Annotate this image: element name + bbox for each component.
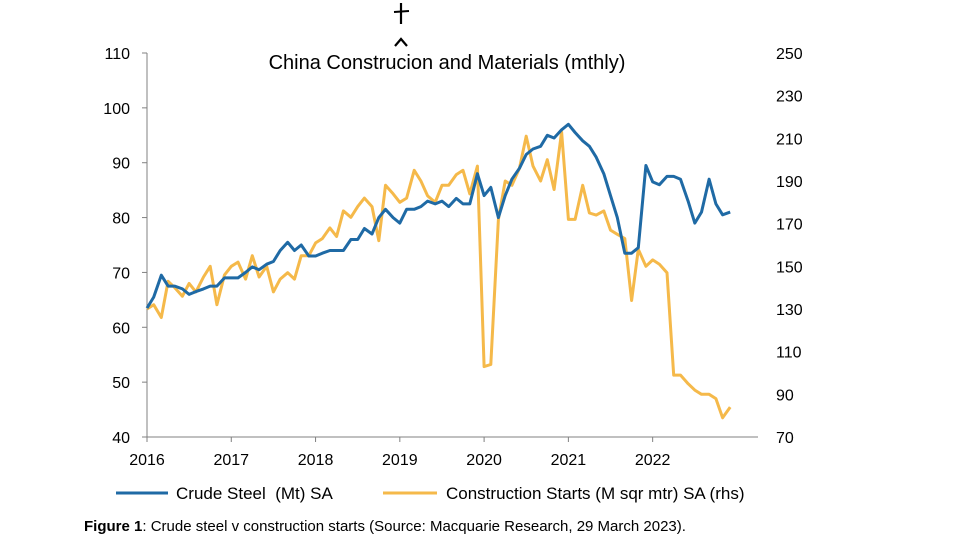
chart-canvas: China Construcion and Materials (mthly) …	[103, 3, 803, 503]
y-right-tick-label: 90	[776, 387, 794, 404]
y-right-tick-label: 210	[776, 131, 803, 148]
y-left-tick-label: 70	[112, 265, 130, 282]
annotation-crossbar	[393, 10, 410, 13]
figure-caption-text: : Crude steel v construction starts (Sou…	[142, 518, 686, 535]
figure-caption: Figure 1: Crude steel v construction sta…	[84, 518, 686, 535]
handwritten-annotation	[393, 3, 410, 47]
x-tick-label: 2022	[635, 452, 671, 469]
y-right-tick-label: 130	[776, 302, 803, 319]
y-left-tick-label: 110	[104, 46, 130, 63]
chart-axes: 40 50 60 70 80 90 100 110 70 90 110 130 150 170 190 210…	[103, 46, 803, 469]
y-right-tick-label: 190	[776, 174, 803, 191]
chart-plot-area	[145, 122, 732, 420]
y-left-tick-label: 90	[112, 156, 130, 173]
x-tick-label: 2020	[466, 452, 502, 469]
y-left-tick-label: 50	[112, 375, 130, 392]
series-line-construction-starts	[146, 130, 732, 420]
y-left-tick-label: 40	[112, 430, 130, 447]
figure-caption-label: Figure 1	[84, 518, 143, 535]
y-left-tick-label: 80	[112, 211, 130, 228]
x-tick-label: 2019	[382, 452, 418, 469]
chart-legend: Crude Steel (Mt) SA Construction Starts …	[116, 484, 745, 503]
y-left-tick-label: 60	[112, 320, 130, 337]
series-line-crude-steel	[145, 122, 731, 309]
legend-label-crude-steel: Crude Steel (Mt) SA	[176, 484, 333, 503]
chart-title: China Construcion and Materials (mthly)	[269, 52, 626, 74]
y-right-tick-label: 150	[776, 259, 803, 276]
y-right-tick-label: 70	[776, 430, 794, 447]
y-right-tick-label: 170	[776, 217, 803, 234]
legend-label-construction-starts: Construction Starts (M sqr mtr) SA (rhs)	[446, 484, 745, 503]
y-left-tick-label: 100	[103, 101, 130, 118]
y-right-tick-label: 250	[776, 46, 803, 63]
x-tick-label: 2016	[129, 452, 165, 469]
annotation-caret	[394, 37, 408, 47]
y-right-tick-label: 230	[776, 89, 803, 106]
x-tick-label: 2018	[298, 452, 334, 469]
y-right-tick-label: 110	[776, 345, 802, 362]
x-tick-label: 2017	[213, 452, 249, 469]
x-tick-label: 2021	[551, 452, 587, 469]
